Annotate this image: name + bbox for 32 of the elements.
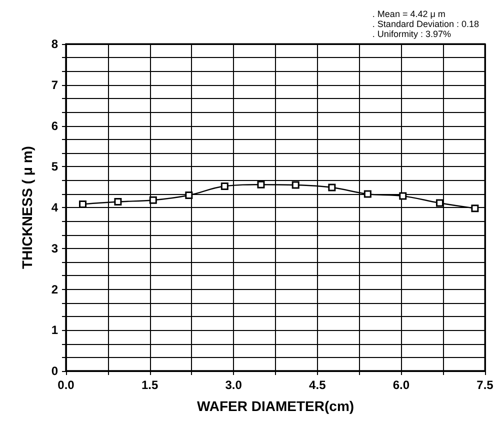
point xyxy=(257,180,265,188)
y-tick-label: 1 xyxy=(51,323,58,338)
point xyxy=(399,192,407,200)
point xyxy=(185,191,193,199)
y-tick-label: 2 xyxy=(51,282,58,296)
point xyxy=(364,190,372,198)
point xyxy=(220,182,228,190)
y-tick-label: 0 xyxy=(51,364,58,378)
y-tick-label: 8 xyxy=(51,37,58,51)
point xyxy=(149,196,157,204)
point xyxy=(471,204,479,212)
y-tick-label: 5 xyxy=(51,160,58,174)
x-tick-label: 1.5 xyxy=(141,378,158,392)
point xyxy=(292,181,300,189)
x-tick-label: 0.0 xyxy=(58,378,75,392)
y-tick-label: 6 xyxy=(51,118,58,133)
text: . Standard Deviation : 0.18 xyxy=(372,19,480,29)
point xyxy=(79,200,87,208)
y-tick-label: 7 xyxy=(51,78,58,92)
y-tick-label: 4 xyxy=(51,200,58,214)
x-tick-label: 6.0 xyxy=(392,378,410,392)
y-axis-title: THICKNESS ( μ m) xyxy=(19,146,35,269)
text: . Mean = 4.42 μ m xyxy=(372,9,446,19)
x-tick-label: 7.5 xyxy=(476,378,494,392)
point xyxy=(436,199,444,207)
y-tick-label: 3 xyxy=(51,241,58,256)
point xyxy=(328,184,336,192)
x-tick-label: 4.5 xyxy=(309,378,326,392)
point xyxy=(114,198,122,206)
x-axis-title: WAFER DIAMETER(cm) xyxy=(196,398,354,414)
x-tick-label: 3.0 xyxy=(225,378,242,392)
text: . Uniformity : 3.97% xyxy=(372,29,451,39)
